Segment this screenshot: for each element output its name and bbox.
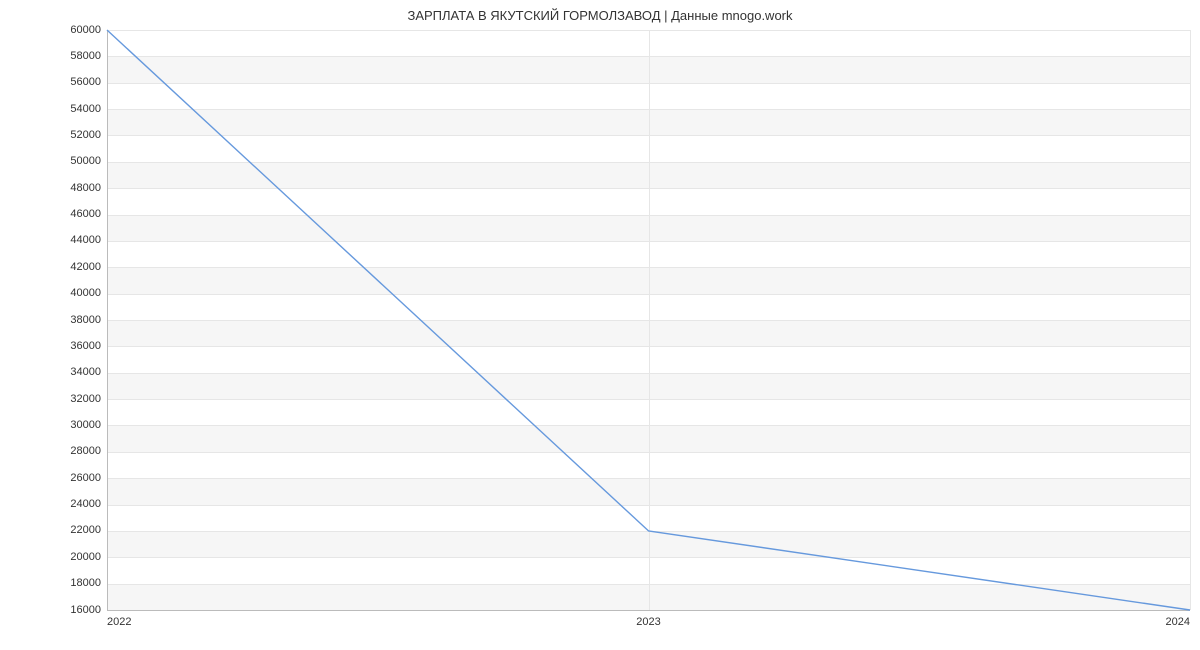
y-tick-label: 28000 [49,445,101,457]
y-tick-label: 54000 [49,103,101,115]
x-tick-label: 2023 [619,616,679,628]
y-tick-label: 18000 [49,577,101,589]
y-tick-label: 58000 [49,50,101,62]
y-tick-label: 36000 [49,340,101,352]
y-tick-label: 60000 [49,24,101,36]
y-tick-label: 40000 [49,287,101,299]
chart-title: ЗАРПЛАТА В ЯКУТСКИЙ ГОРМОЛЗАВОД | Данные… [0,8,1200,23]
salary-line [107,30,1190,610]
y-tick-label: 48000 [49,182,101,194]
y-tick-label: 22000 [49,524,101,536]
y-tick-label: 46000 [49,208,101,220]
salary-line-chart: ЗАРПЛАТА В ЯКУТСКИЙ ГОРМОЛЗАВОД | Данные… [0,0,1200,650]
y-tick-label: 44000 [49,234,101,246]
line-series [107,30,1190,610]
y-tick-label: 38000 [49,314,101,326]
y-tick-label: 50000 [49,155,101,167]
y-tick-label: 56000 [49,76,101,88]
y-tick-label: 30000 [49,419,101,431]
y-tick-label: 34000 [49,366,101,378]
x-gridline [1190,30,1191,610]
x-tick-label: 2022 [107,616,131,628]
y-tick-label: 32000 [49,393,101,405]
y-tick-label: 52000 [49,129,101,141]
y-tick-label: 20000 [49,551,101,563]
x-axis-line [107,610,1190,611]
x-tick-label: 2024 [1130,616,1190,628]
y-tick-label: 16000 [49,604,101,616]
y-tick-label: 26000 [49,472,101,484]
plot-area: 1600018000200002200024000260002800030000… [107,30,1190,610]
y-tick-label: 42000 [49,261,101,273]
y-tick-label: 24000 [49,498,101,510]
